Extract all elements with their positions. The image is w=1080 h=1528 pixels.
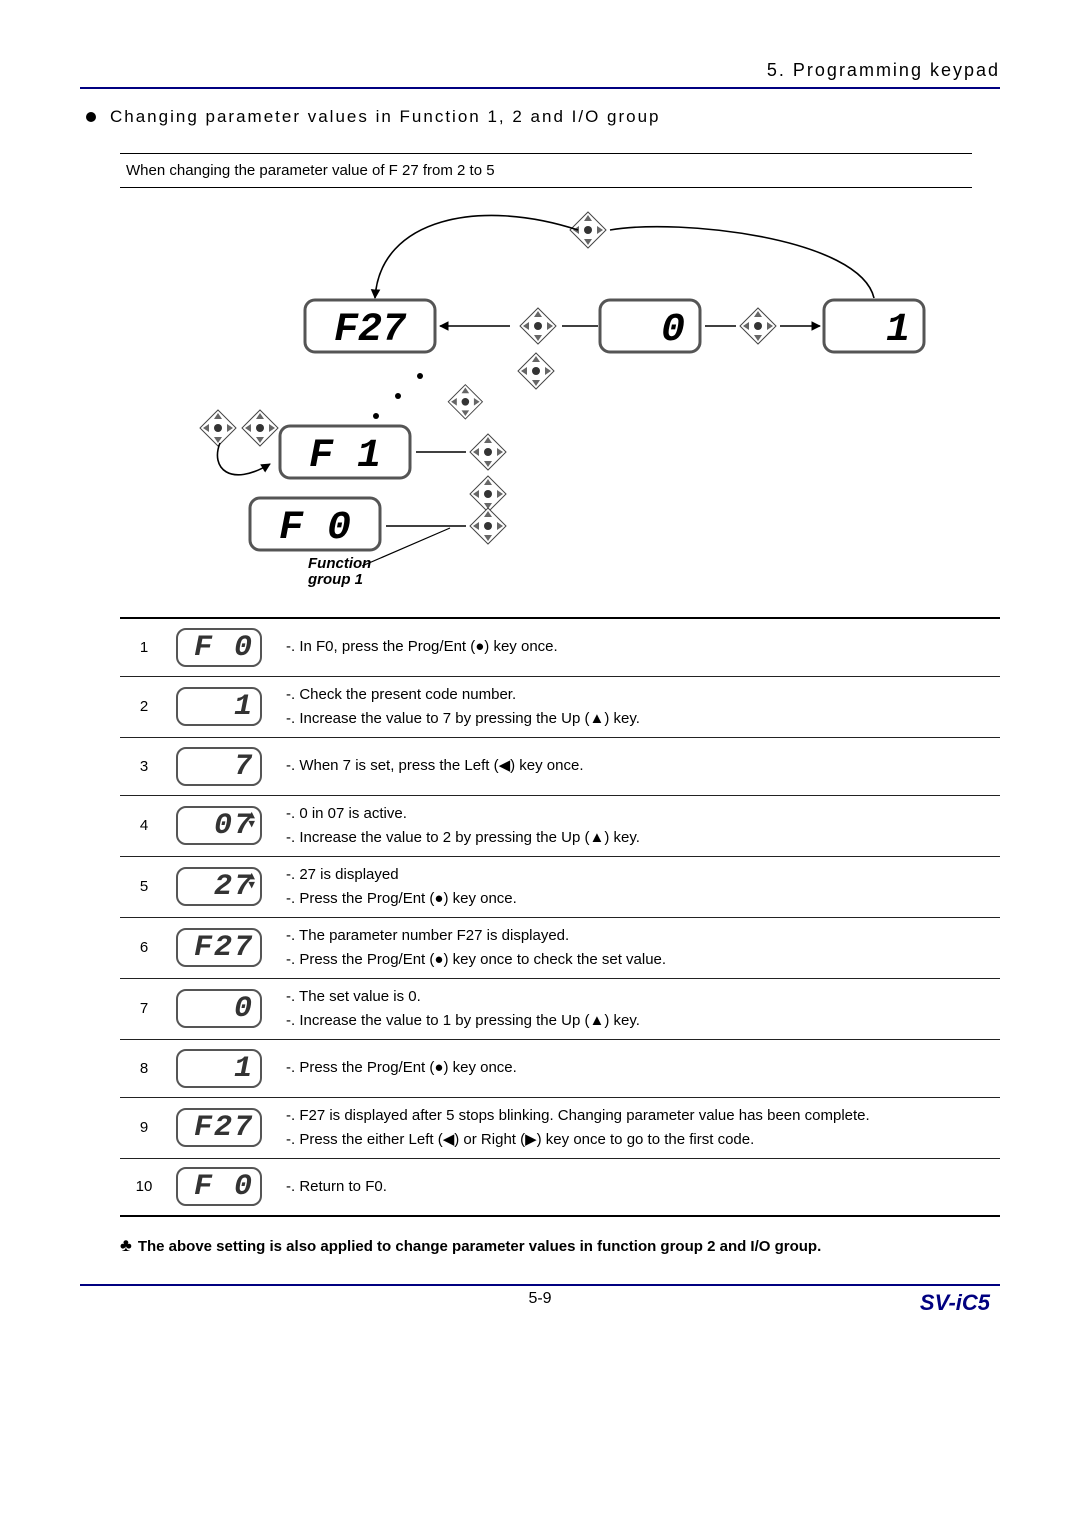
step-description: -. Check the present code number.-. Incr… (278, 676, 1000, 737)
chapter-title: 5. Programming keypad (80, 60, 1000, 89)
footnote: ♣ The above setting is also applied to ch… (120, 1235, 972, 1256)
steps-table: 1F 0-. In F0, press the Prog/Ent (●) key… (120, 617, 1000, 1217)
table-row: 9F27-. F27 is displayed after 5 stops bl… (120, 1097, 1000, 1158)
step-description: -. Press the Prog/Ent (●) key once. (278, 1039, 1000, 1097)
club-icon: ♣ (120, 1235, 132, 1255)
step-display: F27 (168, 1097, 278, 1158)
step-display: 1 (168, 676, 278, 737)
table-row: 10F 0-. Return to F0. (120, 1158, 1000, 1216)
step-display: F 0 (168, 618, 278, 676)
step-display: 07▲ ▼ (168, 795, 278, 856)
step-display: 0 (168, 978, 278, 1039)
step-number: 3 (120, 737, 168, 795)
step-description: -. The set value is 0.-. Increase the va… (278, 978, 1000, 1039)
function-group-label: Function (308, 555, 371, 572)
step-number: 8 (120, 1039, 168, 1097)
page: 5. Programming keypad Changing parameter… (80, 60, 1000, 1308)
disp-f27: F27 (334, 308, 407, 353)
step-number: 5 (120, 856, 168, 917)
model-label: SV-iC5 (920, 1290, 990, 1316)
step-number: 4 (120, 795, 168, 856)
disp-one: 1 (886, 308, 910, 353)
bullet-icon (86, 112, 96, 122)
disp-zero: 0 (661, 308, 685, 353)
table-row: 37-. When 7 is set, press the Left (◀) k… (120, 737, 1000, 795)
step-number: 6 (120, 917, 168, 978)
section-title: Changing parameter values in Function 1,… (110, 107, 661, 127)
page-number: 5-9 (80, 1290, 1000, 1308)
table-row: 21-. Check the present code number.-. In… (120, 676, 1000, 737)
step-description: -. F27 is displayed after 5 stops blinki… (278, 1097, 1000, 1158)
page-footer: 5-9 SV-iC5 (80, 1284, 1000, 1308)
table-row: 527▲ ▼-. 27 is displayed-. Press the Pro… (120, 856, 1000, 917)
table-row: 407▲ ▼-. 0 in 07 is active.-. Increase t… (120, 795, 1000, 856)
step-display: 1 (168, 1039, 278, 1097)
svg-text:group 1: group 1 (307, 571, 363, 588)
step-display: 27▲ ▼ (168, 856, 278, 917)
table-row: 81-. Press the Prog/Ent (●) key once. (120, 1039, 1000, 1097)
step-display: F27 (168, 917, 278, 978)
step-description: -. 0 in 07 is active.-. Increase the val… (278, 795, 1000, 856)
table-row: 1F 0-. In F0, press the Prog/Ent (●) key… (120, 618, 1000, 676)
step-number: 7 (120, 978, 168, 1039)
step-number: 9 (120, 1097, 168, 1158)
step-number: 10 (120, 1158, 168, 1216)
table-row: 6F27-. The parameter number F27 is displ… (120, 917, 1000, 978)
step-description: -. 27 is displayed-. Press the Prog/Ent … (278, 856, 1000, 917)
step-display: F 0 (168, 1158, 278, 1216)
disp-f0: F 0 (279, 506, 351, 551)
table-row: 70-. The set value is 0.-. Increase the … (120, 978, 1000, 1039)
step-description: -. The parameter number F27 is displayed… (278, 917, 1000, 978)
disp-f1: F 1 (309, 434, 381, 479)
section-heading: Changing parameter values in Function 1,… (80, 107, 1000, 127)
footnote-text: The above setting is also applied to cha… (138, 1238, 821, 1255)
flow-diagram: F27 0 1 F 1 (80, 208, 1000, 603)
step-description: -. In F0, press the Prog/Ent (●) key onc… (278, 618, 1000, 676)
step-number: 2 (120, 676, 168, 737)
step-description: -. When 7 is set, press the Left (◀) key… (278, 737, 1000, 795)
step-description: -. Return to F0. (278, 1158, 1000, 1216)
intro-box: When changing the parameter value of F 2… (120, 153, 972, 188)
step-display: 7 (168, 737, 278, 795)
step-number: 1 (120, 618, 168, 676)
